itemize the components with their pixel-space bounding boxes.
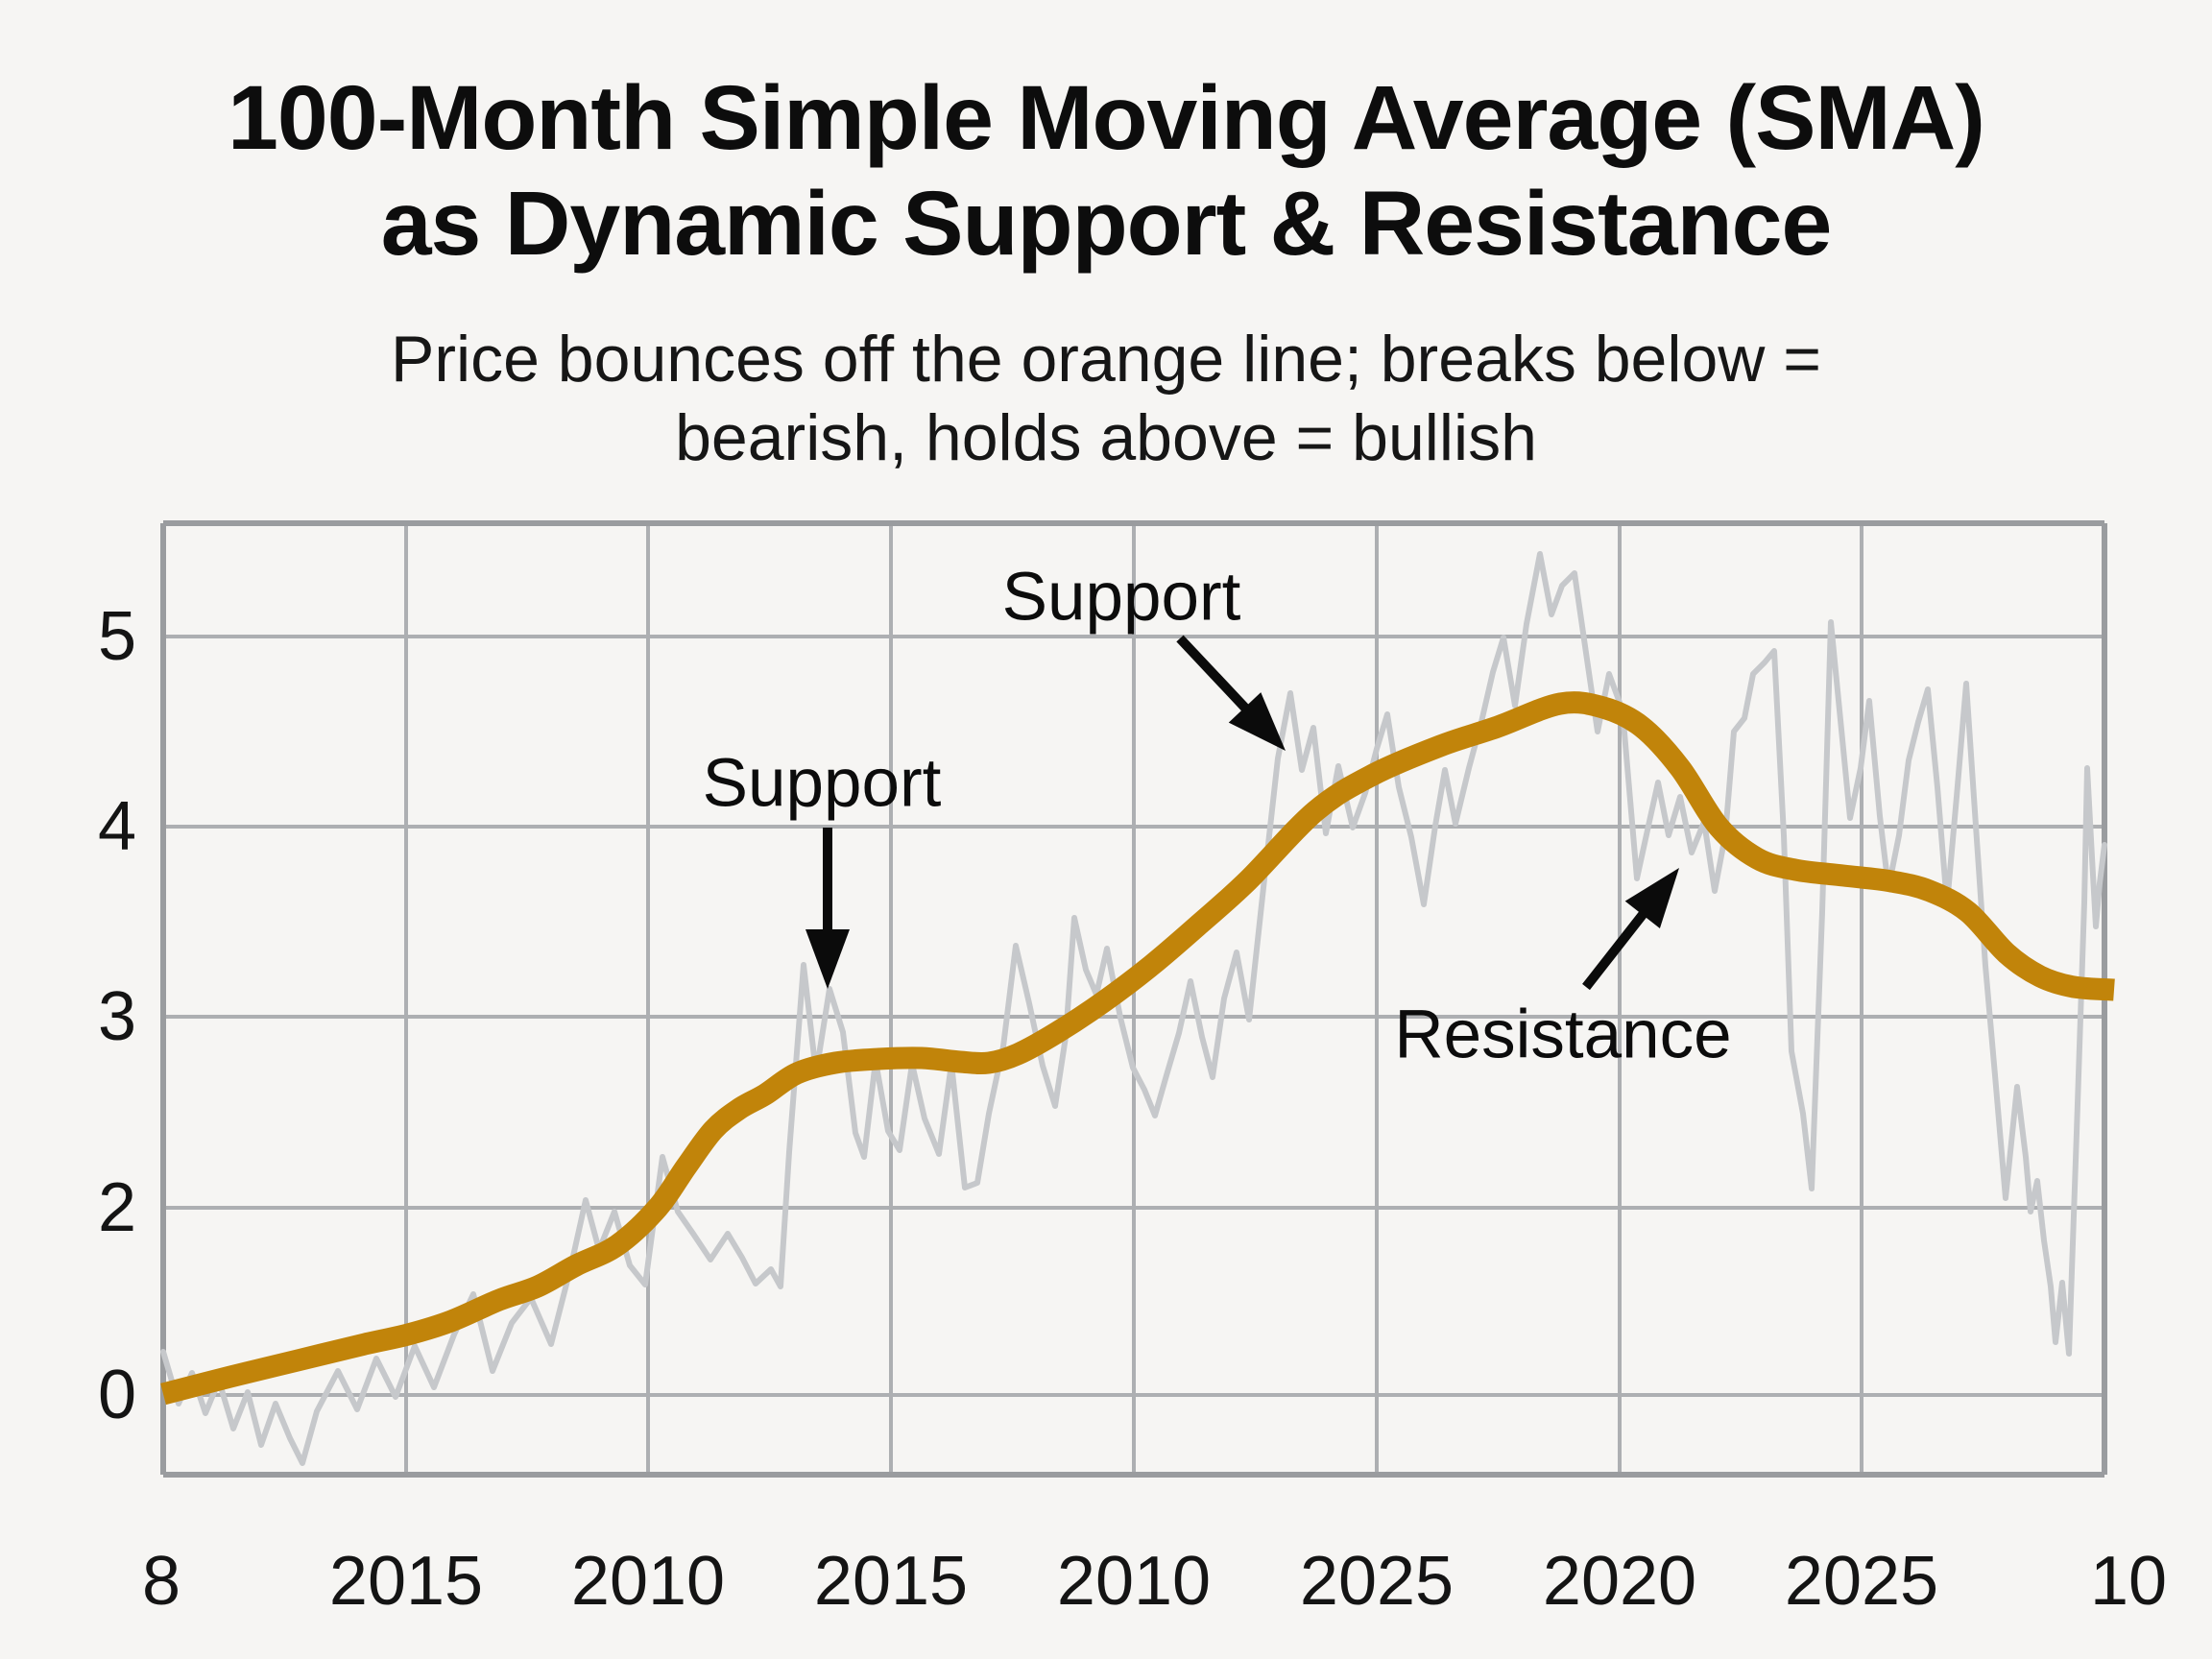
chart-title: 100-Month Simple Moving Average (SMA) as…	[0, 65, 2212, 276]
chart-title-line-1: 100-Month Simple Moving Average (SMA)	[228, 67, 1985, 169]
chart-subtitle-line-2: bearish, holds above = bullish	[675, 400, 1537, 474]
sma-line	[160, 691, 2115, 1406]
annotation-arrowhead-3	[1624, 868, 1679, 929]
chart-subtitle-line-1: Price bounces off the orange line; break…	[390, 323, 1822, 396]
grid-layer	[160, 520, 2107, 1478]
annotation-arrowhead-2	[1228, 692, 1286, 751]
series-layer	[160, 551, 2115, 1466]
price-line	[160, 551, 2107, 1466]
chart-title-line-2: as Dynamic Support & Resistance	[380, 173, 1833, 276]
annotation-arrow-line-3	[1582, 905, 1651, 991]
annotation-arrow-line-2	[1176, 635, 1254, 717]
annotation-arrowhead-1	[805, 929, 850, 989]
chart-subtitle: Price bounces off the orange line; break…	[0, 321, 2212, 477]
annotation-arrows-layer	[805, 635, 1679, 991]
